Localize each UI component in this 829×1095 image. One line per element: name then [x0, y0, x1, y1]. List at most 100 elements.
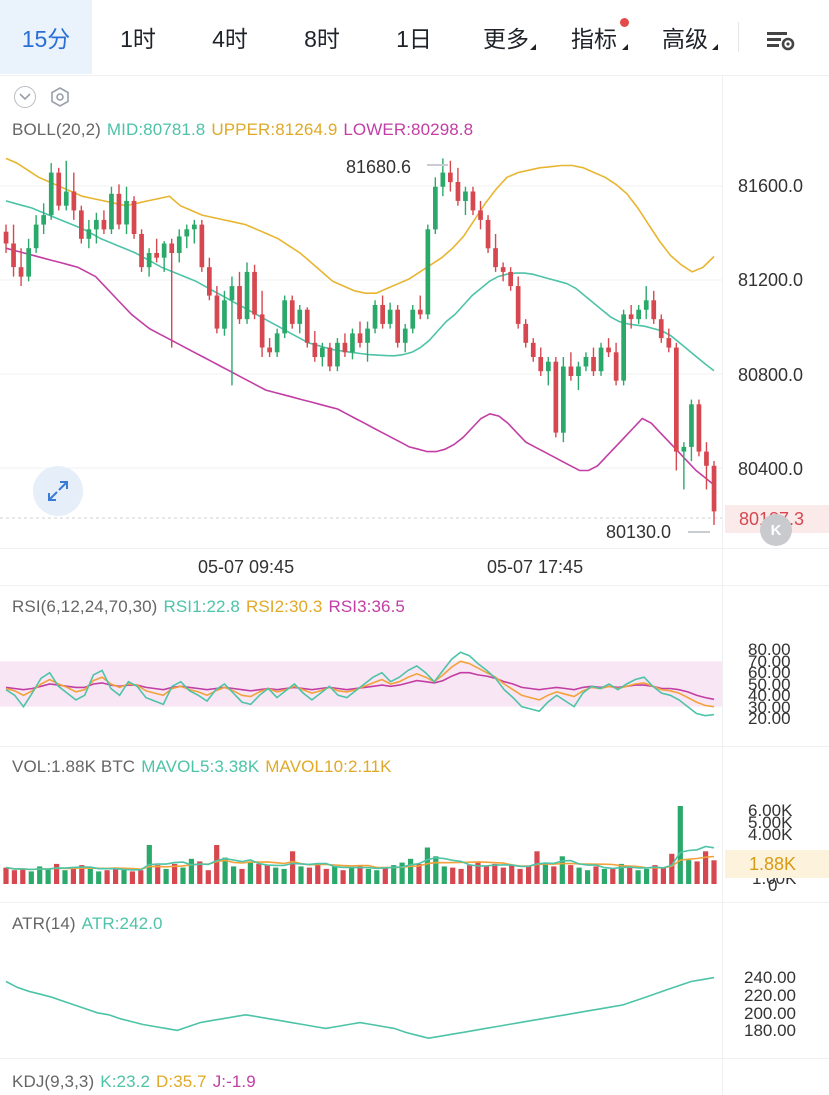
tab-8h[interactable]: 8时: [304, 26, 340, 52]
volume-bar: [11, 870, 17, 884]
volume-bar: [155, 865, 161, 884]
candle-body: [342, 342, 348, 353]
atr-value: ATR:242.0: [81, 914, 163, 933]
volume-bar: [627, 867, 633, 884]
atr-tick-label: 200.00: [744, 1004, 796, 1023]
candle-body: [101, 219, 107, 230]
atr-line: [5, 976, 715, 1040]
k-logo-icon[interactable]: K: [760, 514, 792, 546]
candle-body: [63, 191, 69, 206]
chart-settings-icon[interactable]: [758, 22, 802, 56]
high-price-label: 81680.6: [346, 157, 412, 177]
candle-body: [470, 191, 476, 211]
volume-bar: [3, 867, 9, 884]
volume-bar: [290, 851, 296, 884]
boll-label: BOLL(20,2): [12, 120, 101, 139]
candle-body: [425, 229, 431, 315]
vol-label: VOL:1.88K BTC: [12, 757, 136, 776]
candle-body: [71, 191, 77, 211]
volume-bar: [509, 865, 515, 884]
volume-bar: [391, 865, 397, 884]
candle-body: [523, 323, 529, 343]
volume-bar: [711, 860, 717, 884]
volume-bar: [703, 851, 709, 884]
volume-bar: [129, 871, 135, 884]
atr-legend: ATR(14) ATR:242.0: [12, 914, 169, 934]
volume-bar: [62, 870, 68, 884]
candle-body: [583, 357, 589, 367]
timeframe-tab-bar: 15分 1时 4时 8时 1日 更多 指标 高级: [0, 0, 829, 76]
volume-bar: [542, 863, 548, 884]
volume-bar: [576, 867, 582, 884]
pane-divider: [0, 585, 829, 586]
indicator-settings-hexagon-icon[interactable]: [48, 85, 72, 109]
candle-body: [11, 243, 16, 268]
candle-body: [395, 309, 400, 343]
candle-body: [161, 243, 167, 258]
price-tick-label: 80400.0: [738, 459, 804, 479]
atr-tick-label: 240.00: [744, 968, 796, 987]
volume-bar: [686, 860, 692, 884]
boll-lower-value: LOWER:80298.8: [343, 120, 474, 139]
rsi-band: [0, 661, 722, 707]
candle-body: [546, 361, 551, 372]
candle-body: [711, 465, 717, 512]
candle-body: [289, 300, 295, 324]
vol-last-badge: 1.88K: [725, 850, 829, 878]
rsi-tick-label: 60.00: [748, 663, 791, 682]
candle-body: [274, 333, 280, 353]
rsi-label: RSI(6,12,24,70,30): [12, 597, 158, 616]
vol-tick-label: 5.00K: [748, 813, 793, 832]
candle-body: [613, 352, 619, 381]
candle-body: [335, 342, 340, 367]
candle-body: [312, 342, 318, 357]
volume-bar: [45, 868, 51, 884]
candle-body: [500, 267, 506, 272]
candle-body: [387, 309, 393, 324]
volume-bar: [669, 853, 675, 884]
volume-bar: [517, 868, 523, 884]
rsi1-value: RSI1:22.8: [163, 597, 240, 616]
tab-15min[interactable]: 15分: [0, 0, 92, 74]
tab-4h[interactable]: 4时: [212, 26, 248, 52]
atr-tick-label: 180.00: [744, 1021, 796, 1040]
axis-divider: [722, 76, 723, 1095]
candle-body: [207, 267, 212, 296]
mavol5-line: [5, 845, 715, 871]
boll-lower-line: [5, 247, 715, 486]
tab-1d[interactable]: 1日: [396, 26, 432, 52]
candle-body: [176, 236, 182, 253]
tab-advanced[interactable]: 高级: [662, 26, 708, 52]
volume-bar: [214, 845, 220, 884]
candle-body: [237, 286, 242, 320]
tab-1h[interactable]: 1时: [120, 26, 156, 52]
candle-body: [493, 248, 498, 268]
volume-bar: [306, 867, 312, 884]
tab-more[interactable]: 更多: [483, 26, 529, 52]
rsi-tick-label: 80.00: [748, 640, 791, 659]
volume-bar: [349, 867, 355, 884]
volume-bar: [534, 851, 540, 884]
candle-body: [485, 219, 491, 249]
volume-bar: [635, 870, 641, 884]
candle-body: [320, 347, 325, 358]
expand-arrows-icon: [48, 481, 68, 501]
candle-body: [689, 404, 694, 447]
boll-upper-value: UPPER:81264.9: [211, 120, 338, 139]
volume-bar: [273, 867, 279, 884]
volume-bar: [610, 868, 616, 884]
candle-body: [86, 229, 92, 239]
volume-bar: [323, 868, 329, 884]
boll-upper-line: [5, 157, 715, 294]
collapse-chevron-icon[interactable]: [14, 86, 36, 108]
volume-bar: [551, 866, 557, 884]
fullscreen-expand-button[interactable]: [33, 466, 83, 516]
candle-body: [440, 172, 446, 187]
tab-indicators[interactable]: 指标: [571, 26, 617, 52]
candle-body: [568, 366, 574, 376]
kdj-k-value: K:23.2: [100, 1072, 150, 1091]
volume-bar: [104, 870, 110, 884]
candle-body: [515, 286, 521, 324]
candle-body: [48, 172, 54, 216]
